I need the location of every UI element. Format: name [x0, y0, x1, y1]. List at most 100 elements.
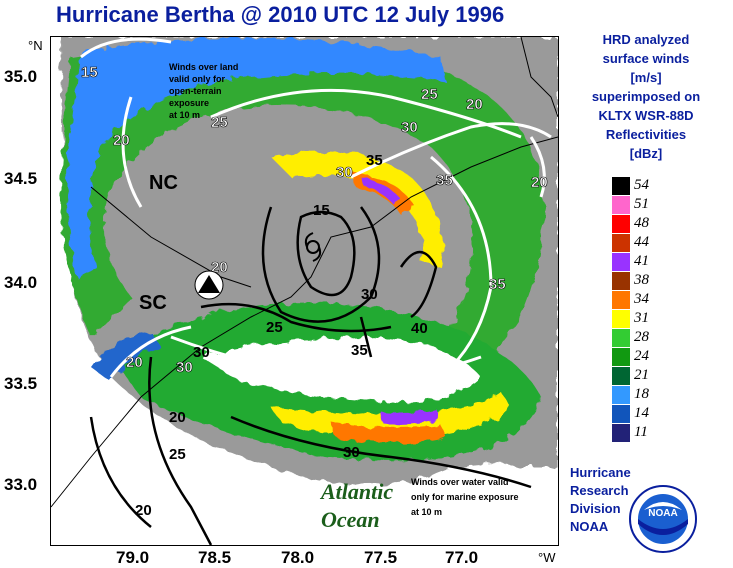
- reflectivity-north-band: [60, 44, 544, 388]
- reflectivity-core-purple: [361, 177, 401, 204]
- white-contour-label: 30: [176, 359, 193, 376]
- lat-label-33-5: 33.5: [4, 374, 38, 393]
- land-note: Winds over land valid only for open-terr…: [169, 62, 238, 120]
- radar-map: 15 20 25 20 25 30 20 35 30 35 20 30 20 1…: [50, 36, 559, 546]
- legend-row: 11: [612, 423, 649, 442]
- black-contour-labels: 15 30 35 40 35 25 30 20 25 30 20: [135, 152, 428, 519]
- white-contour-35-east: [430, 155, 493, 369]
- legend-value: 54: [634, 177, 649, 193]
- legend-row: 14: [612, 404, 649, 423]
- reflectivity-south-purple: [381, 409, 439, 425]
- hurricane-eye-icon: [304, 232, 322, 262]
- black-contour-20-south: [89, 416, 152, 528]
- ocean-label-line1: Atlantic: [319, 479, 393, 504]
- black-contour-30-inner: [261, 206, 381, 323]
- water-note-line: Winds over water valid: [411, 477, 508, 487]
- black-contour-label: 35: [366, 152, 383, 169]
- white-contour-label: 25: [421, 86, 438, 103]
- legend-title: HRD analyzed surface winds [m/s] superim…: [566, 30, 726, 163]
- lon-label-79-0: 79.0: [116, 548, 150, 567]
- lat-label-34-0: 34.0: [4, 273, 38, 292]
- legend-row: 21: [612, 366, 649, 385]
- legend-value: 24: [634, 348, 649, 364]
- ocean-label: Atlantic Ocean: [319, 479, 393, 532]
- black-contour-south-2: [230, 415, 532, 489]
- black-contour-label: 30: [193, 344, 210, 361]
- black-contour-label: 20: [169, 409, 186, 426]
- legend-swatch: [612, 347, 630, 366]
- legend-row: 34: [612, 290, 649, 309]
- legend-swatch: [612, 195, 630, 214]
- white-contour-label: 20: [113, 132, 130, 149]
- lon-label-78-0: 78.0: [281, 548, 315, 567]
- legend-swatch: [612, 366, 630, 385]
- white-contour-15: [80, 37, 172, 59]
- radar-site-icon: [194, 270, 224, 300]
- lon-unit: °W: [538, 550, 556, 565]
- noaa-logo-icon: NOAA: [629, 485, 697, 553]
- credit-line: Research: [570, 483, 629, 498]
- legend-row: 18: [612, 385, 649, 404]
- legend-value: 48: [634, 215, 649, 231]
- black-contour-35-south: [359, 316, 373, 358]
- legend-title-line: Reflectivities: [605, 127, 687, 142]
- legend-value: 31: [634, 310, 649, 326]
- white-contour-label: 20: [126, 354, 143, 371]
- black-contour-25: [200, 302, 392, 333]
- reflectivity-field: [60, 37, 558, 485]
- black-contour-40: [399, 250, 438, 319]
- white-contour-label: 35: [436, 172, 453, 189]
- reflectivity-south-orange: [331, 422, 446, 443]
- legend-value: 18: [634, 386, 649, 402]
- state-label-sc: SC: [139, 292, 167, 314]
- legend-swatch: [612, 252, 630, 271]
- white-contour-label: 30: [336, 164, 353, 181]
- black-contour-label: 30: [343, 444, 360, 461]
- water-note-line: only for marine exposure: [411, 492, 519, 502]
- black-contour-label: 20: [135, 502, 152, 519]
- black-contour-south-1: [148, 356, 213, 545]
- land-note-line: valid only for: [169, 74, 226, 84]
- legend-row: 24: [612, 347, 649, 366]
- lon-label-77-0: 77.0: [445, 548, 479, 567]
- white-contour-20-east: [529, 136, 546, 198]
- legend-row: 44: [612, 233, 649, 252]
- credit-line: Hurricane: [570, 465, 631, 480]
- lat-unit: °N: [28, 38, 43, 53]
- legend-row: 48: [612, 214, 649, 233]
- legend-swatch: [612, 328, 630, 347]
- white-contour-20-southwest: [109, 325, 192, 378]
- reflectivity-legend: 54 51 48 44 41 38 34 31 28 24 21 18 14 11: [612, 176, 649, 442]
- white-contour-label: 20: [531, 174, 548, 191]
- white-contour-20-west: [121, 96, 143, 208]
- legend-value: 44: [634, 234, 649, 250]
- legend-swatch: [612, 385, 630, 404]
- white-wind-contours: [80, 37, 552, 380]
- legend-row: 31: [612, 309, 649, 328]
- coastline: [51, 136, 558, 508]
- legend-row: 51: [612, 195, 649, 214]
- credit-block: Hurricane Research Division NOAA: [570, 464, 631, 536]
- reflectivity-inner-yellow: [271, 150, 443, 267]
- legend-swatch: [612, 233, 630, 252]
- legend-row: 28: [612, 328, 649, 347]
- lat-label-33-0: 33.0: [4, 475, 38, 494]
- black-contour-label: 25: [169, 446, 186, 463]
- ocean-label-line2: Ocean: [321, 507, 380, 532]
- white-contour-30-north: [350, 122, 552, 179]
- legend-title-line: [m/s]: [630, 70, 662, 85]
- map-title: Hurricane Bertha @ 2010 UTC 12 July 1996: [56, 2, 505, 27]
- black-contour-label: 15: [313, 202, 330, 219]
- black-contour-label: 35: [351, 342, 368, 359]
- legend-value: 28: [634, 329, 649, 345]
- lat-label-34-5: 34.5: [4, 169, 38, 188]
- legend-row: 38: [612, 271, 649, 290]
- legend-swatch: [612, 309, 630, 328]
- legend-swatch: [612, 423, 630, 442]
- black-contour-label: 40: [411, 320, 428, 337]
- legend-swatch: [612, 214, 630, 233]
- radar-map-svg: 15 20 25 20 25 30 20 35 30 35 20 30 20 1…: [51, 37, 558, 545]
- legend-title-line: HRD analyzed: [602, 32, 690, 47]
- white-contour-label: 25: [211, 114, 228, 131]
- inland-border: [520, 37, 558, 118]
